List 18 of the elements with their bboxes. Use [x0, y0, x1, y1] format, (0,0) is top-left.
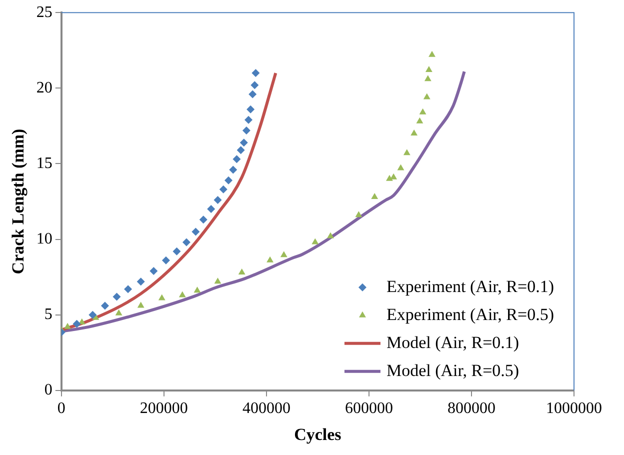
y-tick-label: 5	[44, 306, 52, 324]
x-tick-label: 400000	[242, 400, 290, 418]
x-tick-label: 0	[57, 400, 66, 418]
x-tick-label: 800000	[447, 400, 496, 418]
x-tick-label: 1000000	[546, 400, 602, 418]
x-tick-label: 200000	[140, 400, 188, 418]
legend-label: Model (Air, R=0.1)	[386, 332, 520, 352]
legend-label: Experiment (Air, R=0.1)	[386, 276, 554, 296]
y-tick-label: 20	[36, 79, 52, 96]
y-tick-label: 25	[36, 4, 52, 21]
x-tick-label: 600000	[344, 400, 393, 418]
legend-label: Experiment (Air, R=0.5)	[386, 304, 554, 324]
y-tick-label: 10	[36, 230, 52, 248]
y-tick-label: 15	[36, 154, 52, 172]
y-axis-title: Crack Length (mm)	[8, 128, 28, 274]
y-tick-label: 0	[44, 382, 52, 399]
x-axis-title: Cycles	[294, 425, 342, 444]
legend-label: Model (Air, R=0.5)	[386, 360, 520, 380]
